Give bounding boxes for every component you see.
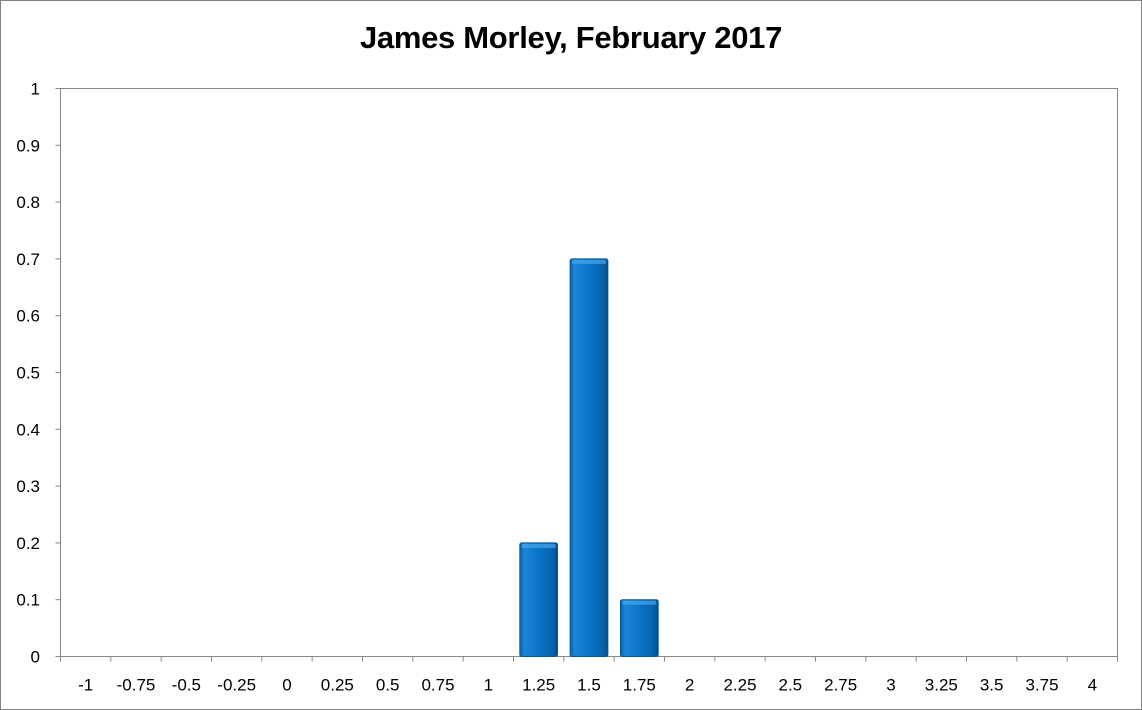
x-tick-label: 1.5 bbox=[577, 676, 601, 695]
y-axis-ticks: 0 0.1 0.2 0.3 0.4 0.5 0.6 0.7 0.8 0.9 1 bbox=[16, 80, 61, 667]
x-tick-label: -0.5 bbox=[172, 676, 201, 695]
x-tick-label: 0.75 bbox=[421, 676, 454, 695]
bar-1.25 bbox=[519, 542, 559, 658]
y-tick-label: 0.3 bbox=[16, 477, 40, 496]
x-tick-label: 3.75 bbox=[1025, 676, 1058, 695]
y-tick-label: 0 bbox=[31, 648, 40, 667]
y-tick-label: 0.7 bbox=[16, 250, 40, 269]
x-tick-label: 4 bbox=[1088, 676, 1097, 695]
bar-1.5 bbox=[569, 258, 609, 657]
x-tick-label: 2.25 bbox=[723, 676, 756, 695]
y-tick-label: 0.2 bbox=[16, 534, 40, 553]
x-tick-label: 1 bbox=[484, 676, 493, 695]
x-tick-label: 1.25 bbox=[522, 676, 555, 695]
y-tick-label: 1 bbox=[31, 80, 40, 99]
x-tick-label: 3.5 bbox=[980, 676, 1004, 695]
bar-highlight bbox=[572, 259, 606, 264]
y-tick-label: 0.9 bbox=[16, 136, 40, 155]
y-tick-label: 0.8 bbox=[16, 193, 40, 212]
x-tick-label: 3.25 bbox=[925, 676, 958, 695]
x-tick-label: 2.5 bbox=[779, 676, 803, 695]
x-tick-label: 3 bbox=[886, 676, 895, 695]
y-tick-label: 0.1 bbox=[16, 591, 40, 610]
x-tick-label: 0.5 bbox=[376, 676, 400, 695]
bar-highlight bbox=[622, 600, 657, 605]
y-tick-label: 0.6 bbox=[16, 307, 40, 326]
x-tick-label: -0.25 bbox=[217, 676, 256, 695]
x-tick-label: 1.75 bbox=[623, 676, 656, 695]
bar-series bbox=[519, 258, 659, 658]
x-tick-label: -1 bbox=[78, 676, 93, 695]
x-tick-label: 0 bbox=[282, 676, 291, 695]
x-tick-label: 2 bbox=[685, 676, 694, 695]
x-tick-label: 0.25 bbox=[321, 676, 354, 695]
bar-highlight bbox=[521, 543, 556, 548]
x-axis-ticks: -1 -0.75 -0.5 -0.25 0 0.25 0.5 0.75 1 1.25 1.5 1.75… bbox=[60, 656, 1118, 695]
bar-1.75 bbox=[619, 599, 659, 658]
x-tick-label: 2.75 bbox=[824, 676, 857, 695]
chart-title: James Morley, February 2017 bbox=[359, 20, 783, 55]
y-tick-label: 0.5 bbox=[16, 364, 40, 383]
y-tick-label: 0.4 bbox=[16, 420, 40, 439]
x-tick-label: -0.75 bbox=[117, 676, 156, 695]
